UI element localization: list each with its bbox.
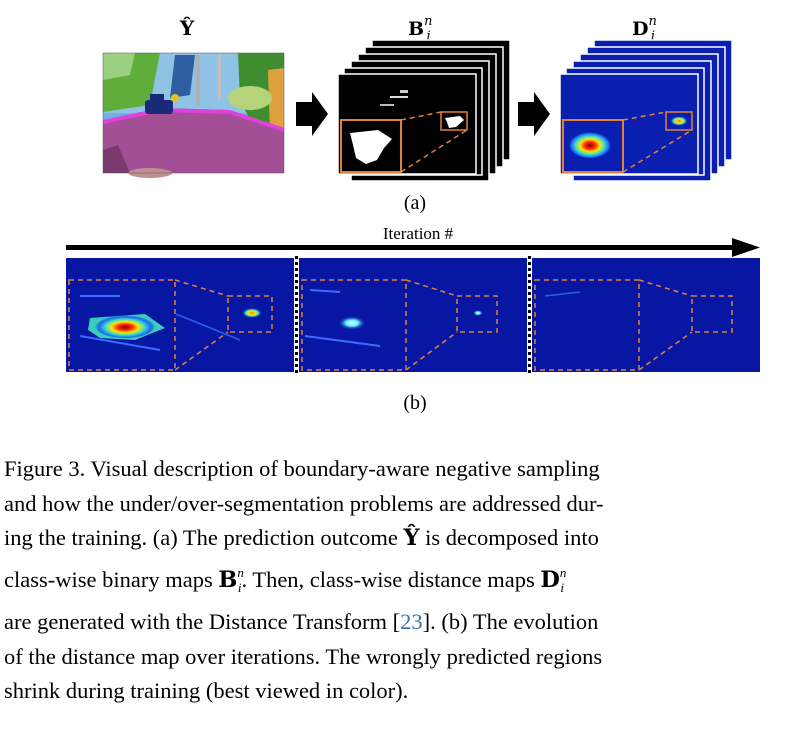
iteration-arrow	[66, 238, 760, 257]
caption-symbol-d: D	[540, 566, 560, 593]
caption-sub: i	[560, 579, 565, 595]
header-b-sup: n	[424, 14, 433, 29]
panel-a-header-y: Ŷ	[179, 16, 195, 40]
header-d-sub: i	[650, 29, 656, 44]
header-b-symbol: B	[408, 18, 425, 40]
caption-symbol-y-hat: Ŷ	[403, 525, 420, 551]
header-d-sup: n	[648, 14, 657, 29]
caption-sub: i	[237, 579, 242, 595]
segmentation-image	[102, 52, 285, 178]
panel-b-label: (b)	[403, 392, 427, 414]
iteration-label: Iteration #	[358, 224, 478, 244]
caption-text: is decomposed into	[419, 525, 599, 550]
header-b-sub: i	[426, 29, 431, 44]
caption-text: are generated with the Distance Transfor…	[4, 609, 401, 634]
caption-text: . Then, class-wise distance maps	[241, 566, 541, 592]
caption-sup: n	[237, 564, 244, 580]
iteration-frame-3	[532, 258, 760, 372]
caption-symbol-b: B	[218, 566, 238, 593]
panel-a-label: (a)	[403, 192, 427, 214]
caption-line: are generated with the Distance Transfor…	[4, 605, 796, 640]
distance-map-stack	[559, 39, 733, 182]
caption-line: shrink during training (best viewed in c…	[4, 678, 409, 703]
caption-text: ]. (b) The evolution	[422, 609, 599, 634]
caption-sup: n	[559, 564, 567, 580]
caption-text: ing the training. (a) The prediction out…	[4, 525, 404, 550]
caption-line: ing the training. (a) The prediction out…	[4, 521, 796, 556]
iteration-frame-1	[66, 258, 294, 372]
figure-graphic	[66, 39, 760, 374]
caption-line: class-wise binary maps Bni. Then, class-…	[4, 556, 796, 606]
arrow-right-icon	[518, 92, 550, 136]
header-d-symbol: D	[632, 18, 649, 40]
arrow-right-icon	[296, 92, 328, 136]
figure-caption: Figure 3. Visual description of boundary…	[4, 452, 796, 709]
caption-line: and how the under/over-segmentation prob…	[4, 490, 604, 516]
caption-line: Figure 3. Visual description of boundary…	[4, 456, 600, 481]
citation-link[interactable]: 23	[400, 609, 423, 634]
panel-a-header-d: Dni	[632, 14, 657, 44]
caption-line: of the distance map over iterations. The…	[4, 643, 603, 669]
binary-map-stack	[337, 39, 511, 182]
panel-a-header-b: Bni	[408, 14, 433, 44]
caption-text: class-wise binary maps	[4, 566, 219, 592]
iteration-frame-2	[299, 258, 527, 372]
